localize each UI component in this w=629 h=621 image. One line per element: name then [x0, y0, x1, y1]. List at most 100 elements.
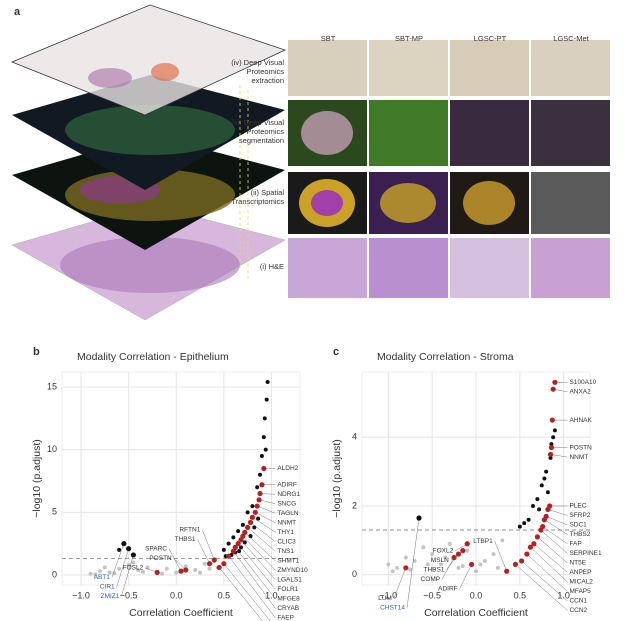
point-label: SERPINE1: [569, 550, 602, 557]
data-point: [117, 566, 122, 571]
leader-line: [235, 547, 276, 599]
point-label: SFRP2: [569, 512, 590, 519]
data-point: [526, 517, 531, 522]
point-label: ALDH2: [277, 465, 298, 472]
data-point: [256, 516, 261, 521]
point-label: FOSL2: [123, 565, 144, 572]
data-point: [551, 435, 556, 440]
data-point: [112, 571, 117, 576]
leader-line: [121, 554, 134, 597]
y-tick-label: 0: [52, 569, 57, 579]
data-point: [236, 529, 241, 534]
y-tick-label: 0: [352, 569, 357, 579]
x-tick-label: 1.0: [557, 590, 570, 600]
data-point: [421, 545, 426, 550]
highlight-point: [512, 561, 519, 567]
data-point: [226, 541, 231, 546]
point-label: TAGLN: [277, 510, 298, 517]
x-tick-label: −1.0: [72, 590, 90, 600]
leader-line: [237, 543, 276, 590]
data-point: [259, 453, 264, 458]
data-point: [231, 535, 236, 540]
data-point: [545, 490, 550, 495]
highlight-point: [538, 527, 544, 533]
data-point: [207, 566, 212, 571]
panel-label: b: [33, 346, 40, 358]
highlight-point: [226, 553, 232, 559]
y-tick-label: 4: [352, 432, 357, 442]
leader-line: [542, 526, 568, 545]
highlight-point: [534, 534, 540, 540]
point-label: ABT1: [94, 574, 111, 581]
data-point: [495, 565, 500, 570]
data-point: [548, 455, 553, 460]
row-label: (iv) Deep Visual Proteomics extraction: [231, 58, 284, 85]
leader-line: [393, 567, 407, 599]
highlight-point: [245, 524, 251, 530]
point-label: ZMIZ1: [101, 593, 120, 600]
point-label: THBS1: [175, 536, 196, 543]
leader-line: [250, 522, 276, 542]
data-point: [390, 569, 395, 574]
point-label: FAP: [569, 541, 581, 548]
highlight-point: [416, 515, 422, 521]
point-label: CHST14: [380, 604, 405, 611]
point-label: NNMT: [277, 519, 296, 526]
highlight-point: [469, 561, 475, 567]
plot-area: [61, 371, 301, 586]
y-axis-label: −log10 (p.adjust): [331, 439, 343, 518]
highlight-point: [178, 568, 184, 574]
data-point: [438, 562, 443, 567]
y-tick-label: 15: [47, 381, 57, 391]
data-point: [255, 485, 260, 490]
data-point: [248, 534, 253, 539]
highlight-point: [206, 561, 213, 567]
point-label: FOLR1: [277, 586, 298, 593]
point-label: CLIC3: [277, 538, 296, 545]
leader-line: [223, 563, 271, 621]
data-point: [542, 476, 547, 481]
data-point: [535, 497, 540, 502]
row-label: (iii) Deep Visual Proteomics segmentatio…: [231, 118, 284, 145]
data-point: [265, 380, 270, 385]
point-label: ANXA2: [569, 389, 591, 396]
data-point: [136, 567, 141, 572]
point-label: MICAL2: [569, 579, 593, 586]
data-point: [443, 555, 448, 560]
data-point: [474, 569, 478, 574]
layer-stack: [10, 4, 287, 321]
leader-line: [242, 535, 276, 571]
column-header: SBT: [320, 34, 336, 43]
x-tick-label: 1.0: [265, 590, 278, 600]
point-label: LGALS1: [277, 576, 302, 583]
point-label: MFGE8: [277, 595, 300, 602]
data-point: [131, 560, 136, 565]
highlight-point: [256, 497, 262, 503]
highlight-point: [464, 541, 470, 547]
leader-line: [540, 529, 568, 554]
highlight-point: [527, 544, 533, 550]
data-point: [544, 469, 549, 474]
highlight-point: [238, 537, 244, 543]
data-point: [482, 558, 487, 563]
x-tick-label: 0.0: [170, 590, 183, 600]
data-point: [386, 562, 391, 567]
data-point: [258, 472, 263, 477]
point-label: THY1: [277, 529, 294, 536]
data-point: [126, 562, 131, 567]
highlight-point: [504, 568, 510, 574]
highlight-point: [541, 517, 548, 523]
chart-title: Modality Correlation - Stroma: [377, 351, 514, 363]
highlight-point: [548, 444, 555, 451]
highlight-point: [221, 561, 227, 567]
leader-line: [515, 564, 568, 611]
point-label: TNS1: [277, 548, 294, 555]
x-tick-label: 0.5: [218, 590, 231, 600]
y-tick-label: 5: [52, 507, 57, 517]
point-label: ZMYND10: [277, 567, 308, 574]
y-axis-label: −log10 (p.adjust): [31, 439, 43, 518]
data-point: [93, 572, 98, 577]
point-label: NDRG1: [277, 491, 300, 498]
highlight-point: [545, 506, 551, 513]
point-label: AHNAK: [569, 417, 592, 424]
